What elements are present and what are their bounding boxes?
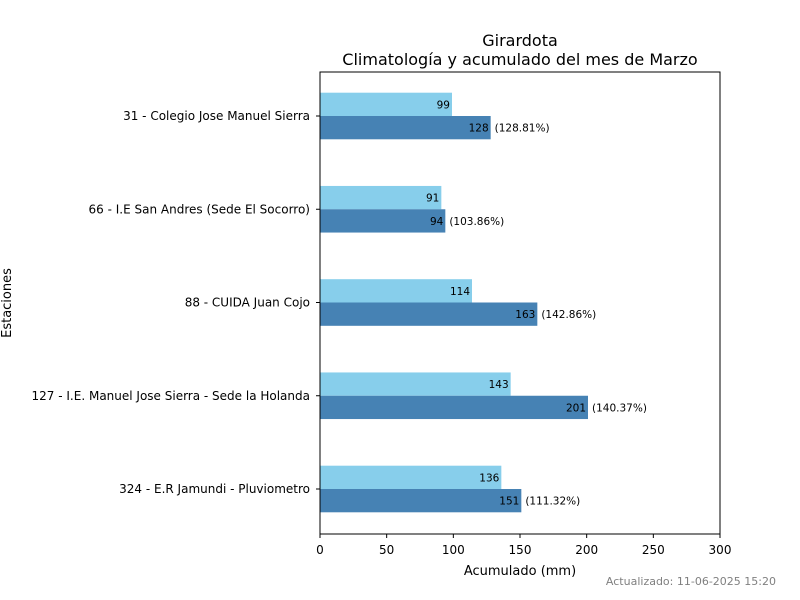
bar-acumulado <box>320 395 588 420</box>
bar-value-label: 99 <box>437 99 450 111</box>
x-tick-label: 50 <box>379 543 394 557</box>
bar-climatologia <box>320 465 502 489</box>
plot-frame <box>319 71 721 535</box>
x-tick-label: 100 <box>442 543 465 557</box>
bar-value-label: 94 <box>430 216 444 228</box>
bar-value-label: 128 <box>469 123 489 135</box>
bar-acumulado <box>320 489 522 513</box>
bar-value-label: 136 <box>479 472 499 484</box>
bar-value-label: 201 <box>566 402 586 414</box>
bar-climatologia <box>320 279 472 303</box>
bar-value-label: 143 <box>489 379 509 391</box>
bar-climatologia <box>320 372 511 396</box>
bar-acumulado <box>320 302 538 326</box>
x-tick-label: 300 <box>709 543 732 557</box>
bar-climatologia <box>320 185 442 210</box>
bar-value-label: 163 <box>515 309 535 321</box>
chart-subtitle: Climatología y acumulado del mes de Marz… <box>342 50 697 69</box>
bar-percent-label: (103.86%) <box>449 216 504 228</box>
x-tick-label: 200 <box>575 543 598 557</box>
bars-group <box>320 92 588 513</box>
y-tick-label: 88 - CUIDA Juan Cojo <box>185 296 310 310</box>
y-tick-label: 31 - Colegio Jose Manuel Sierra <box>123 109 310 123</box>
bar-climatologia <box>320 92 452 116</box>
x-tick-label: 250 <box>642 543 665 557</box>
updated-timestamp: Actualizado: 11-06-2025 15:20 <box>605 575 776 588</box>
x-tick-label: 150 <box>509 543 532 557</box>
bar-value-label: 114 <box>450 286 470 298</box>
x-axis-label: Acumulado (mm) <box>464 564 576 579</box>
labels-group: 99 128 (128.81%) 91 94 (103.86%) 114 163 (142.86… <box>426 99 647 507</box>
y-tick-label: 127 - I.E. Manuel Jose Sierra - Sede la … <box>32 389 310 403</box>
bar-acumulado <box>320 116 491 140</box>
bar-percent-label: (111.32%) <box>525 496 580 508</box>
bar-acumulado <box>320 209 446 233</box>
bar-percent-label: (140.37%) <box>592 402 647 414</box>
bar-percent-label: (128.81%) <box>495 123 550 135</box>
chart-title: Girardota <box>482 31 558 50</box>
bar-percent-label: (142.86%) <box>541 309 596 321</box>
bar-value-label: 151 <box>499 496 519 508</box>
y-tick-label: 324 - E.R Jamundi - Pluviometro <box>119 482 310 496</box>
y-axis-label: Estaciones <box>0 268 15 338</box>
x-tick-label: 0 <box>316 543 324 557</box>
ticks-group: 31 - Colegio Jose Manuel Sierra 66 - I.E … <box>32 109 732 557</box>
bar-value-label: 91 <box>426 193 439 205</box>
y-tick-label: 66 - I.E San Andres (Sede El Socorro) <box>89 202 310 216</box>
